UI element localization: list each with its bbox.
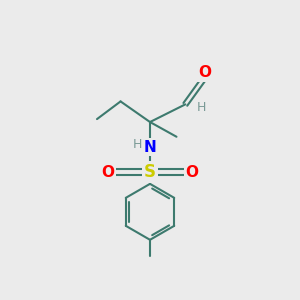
Text: H: H xyxy=(133,138,142,151)
Text: N: N xyxy=(144,140,156,154)
Text: O: O xyxy=(186,165,199,180)
Text: H: H xyxy=(197,101,206,114)
Text: S: S xyxy=(144,163,156,181)
Text: O: O xyxy=(101,165,114,180)
Text: O: O xyxy=(198,65,211,80)
